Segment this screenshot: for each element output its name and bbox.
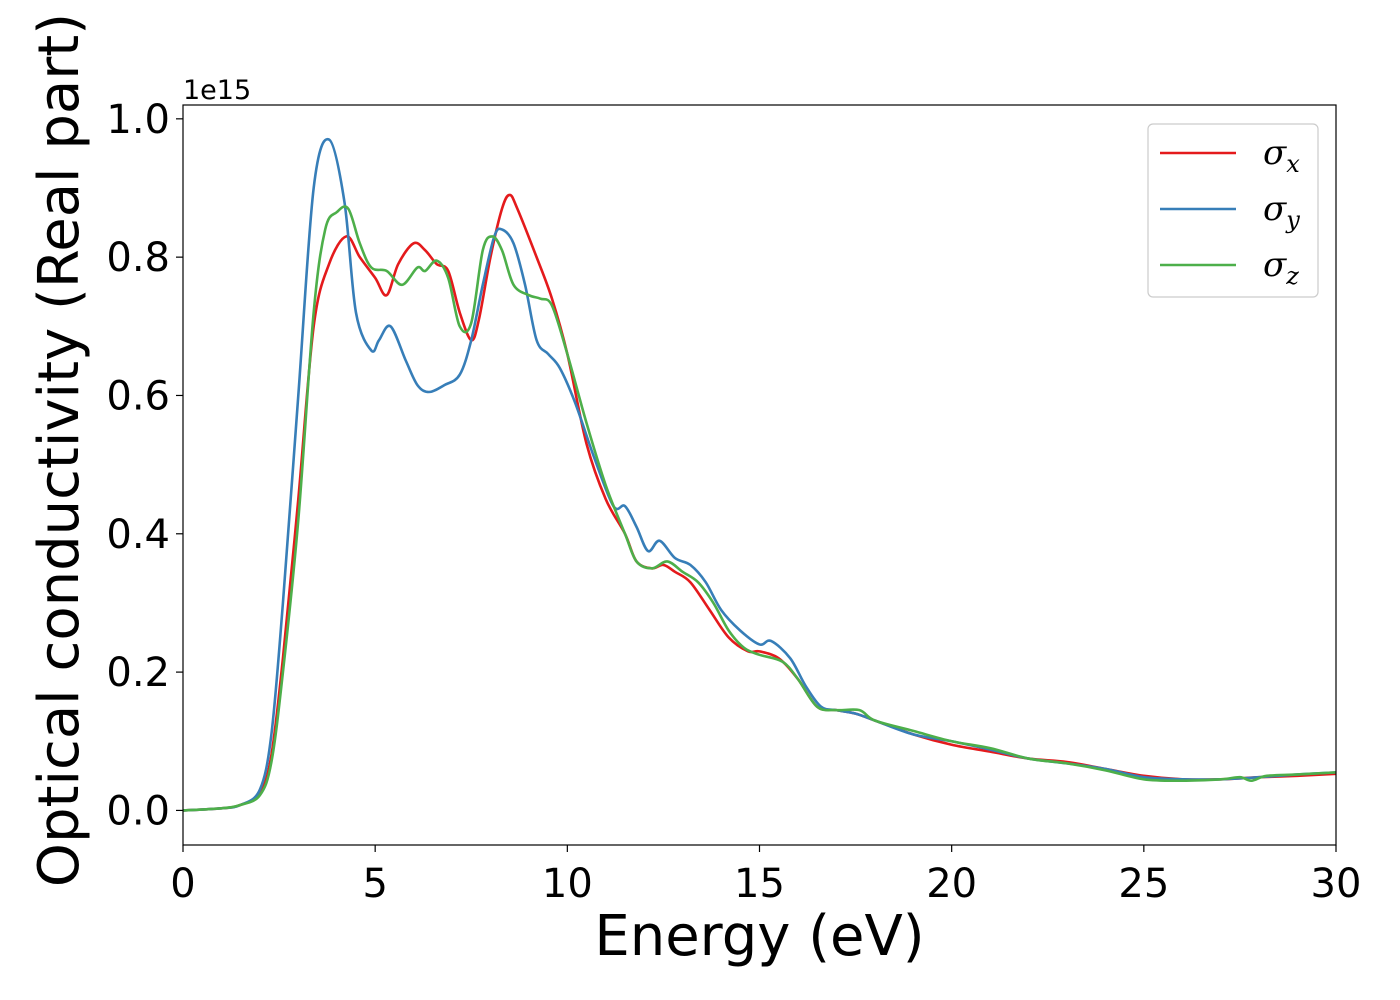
y-tick-label: 1.0 [106, 97, 170, 143]
series-line-z [183, 205, 1336, 812]
legend-box [1147, 123, 1319, 298]
x-tick-label: 0 [170, 861, 195, 907]
legend: σx σy σz [1147, 123, 1319, 298]
y-tick-label: 0.2 [106, 650, 170, 696]
y-offset-label: 1e15 [183, 75, 251, 106]
y-axis-label: Optical conductivity (Real part) [27, 13, 92, 887]
x-axis-label: Energy (eV) [594, 904, 924, 969]
legend-label-y: σy [1263, 189, 1300, 234]
y-tick-label: 0.4 [106, 512, 170, 558]
x-tick-label: 15 [734, 861, 785, 907]
legend-label-x: σx [1263, 133, 1300, 178]
x-axis: 0 5 10 15 20 25 30 [170, 845, 1361, 907]
x-tick-label: 25 [1118, 861, 1169, 907]
y-tick-label: 0.8 [106, 235, 170, 281]
x-tick-label: 30 [1311, 861, 1362, 907]
x-tick-label: 10 [542, 861, 593, 907]
legend-label-z: σz [1263, 245, 1299, 290]
y-tick-label: 0.6 [106, 373, 170, 419]
y-tick-label: 0.0 [106, 788, 170, 834]
y-axis: 0.0 0.2 0.4 0.6 0.8 1.0 [106, 97, 183, 834]
x-tick-label: 20 [926, 861, 977, 907]
plot-area [183, 137, 1336, 812]
x-tick-label: 5 [362, 861, 387, 907]
